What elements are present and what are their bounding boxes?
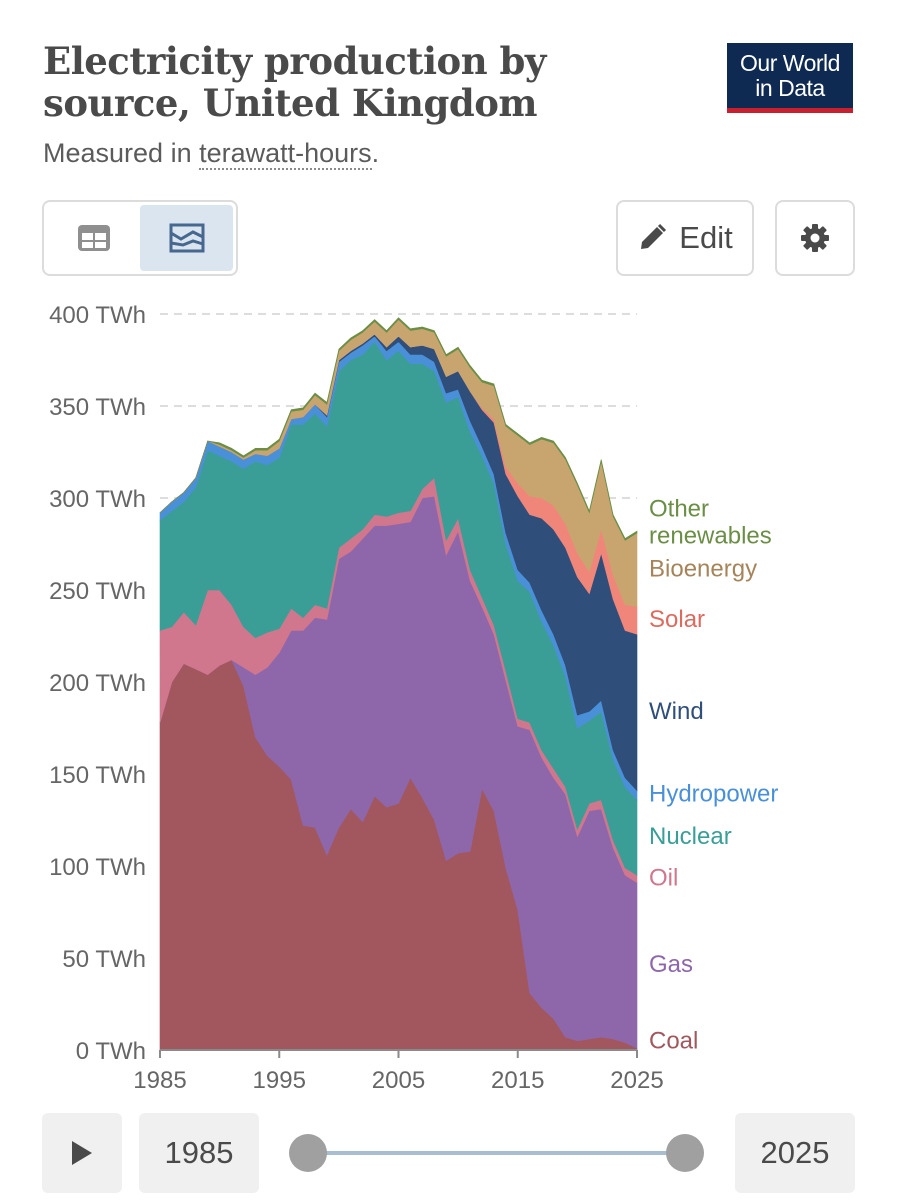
x-axis: 1985 1995 2005 2015 2025 xyxy=(133,1049,664,1094)
series-label-line: renewables xyxy=(649,522,772,549)
x-tick-label: 1995 xyxy=(253,1067,306,1094)
stacked-area-chart: 0 TWh 50 TWh 100 TWh 150 TWh 200 TWh 250 TWh 3… xyxy=(49,302,778,1094)
y-axis: 0 TWh 50 TWh 100 TWh 150 TWh 200 TWh 250 TWh 3… xyxy=(49,302,146,1065)
area-series xyxy=(159,317,638,1051)
view-toggle xyxy=(42,200,238,276)
series-label-bioenergy: Bioenergy xyxy=(649,555,757,582)
table-view-button[interactable] xyxy=(47,205,140,271)
y-tick-label: 350 TWh xyxy=(49,394,146,421)
y-tick-label: 0 TWh xyxy=(76,1038,146,1065)
logo-line-2: in Data xyxy=(755,74,825,101)
y-tick-label: 150 TWh xyxy=(49,762,146,789)
y-tick-label: 300 TWh xyxy=(49,486,146,513)
play-icon xyxy=(72,1141,92,1165)
end-year-label[interactable]: 2025 xyxy=(735,1113,855,1193)
edit-label: Edit xyxy=(679,220,733,255)
series-label-line: Other xyxy=(649,495,709,522)
y-tick-label: 50 TWh xyxy=(62,946,146,973)
table-icon xyxy=(77,225,110,251)
chart-icon xyxy=(169,223,204,253)
owid-logo[interactable]: Our World in Data xyxy=(727,43,853,113)
timeline-start-handle[interactable] xyxy=(289,1134,327,1172)
chart-subtitle: Measured in terawatt-hours. xyxy=(43,138,380,170)
series-label-other-renewables: Other renewables xyxy=(649,495,772,549)
settings-button[interactable] xyxy=(775,200,855,276)
gear-icon xyxy=(801,224,829,252)
series-label-oil: Oil xyxy=(649,864,678,891)
timeline-track[interactable] xyxy=(308,1151,686,1155)
series-label-coal: Coal xyxy=(649,1028,698,1055)
series-label-hydropower: Hydropower xyxy=(649,781,778,808)
timeline-end-handle[interactable] xyxy=(666,1134,704,1172)
y-tick-label: 250 TWh xyxy=(49,578,146,605)
pencil-icon xyxy=(641,223,667,249)
x-tick-label: 1985 xyxy=(133,1067,186,1094)
series-label-wind: Wind xyxy=(649,698,704,725)
series-label-gas: Gas xyxy=(649,951,693,978)
x-tick-label: 2015 xyxy=(491,1067,544,1094)
y-tick-label: 200 TWh xyxy=(49,670,146,697)
chart-view-button[interactable] xyxy=(140,205,233,271)
x-tick-label: 2025 xyxy=(610,1067,663,1094)
y-tick-label: 400 TWh xyxy=(49,302,146,329)
unit-link[interactable]: terawatt-hours xyxy=(199,138,372,170)
series-label-nuclear: Nuclear xyxy=(649,823,732,850)
logo-line-1: Our World xyxy=(740,49,840,76)
start-year-label[interactable]: 1985 xyxy=(139,1113,259,1193)
x-tick-label: 2005 xyxy=(372,1067,425,1094)
edit-button[interactable]: Edit xyxy=(616,200,754,276)
play-button[interactable] xyxy=(42,1113,122,1193)
series-labels: Coal Gas Oil Nuclear Hydropower Wind Solar Bioe… xyxy=(649,495,778,1054)
subtitle-suffix: . xyxy=(371,138,380,168)
subtitle-prefix: Measured in xyxy=(43,138,200,168)
series-label-solar: Solar xyxy=(649,606,705,633)
area-other-renewables[interactable] xyxy=(159,317,638,541)
y-tick-label: 100 TWh xyxy=(49,854,146,881)
chart-title: Electricity production by source, United… xyxy=(43,39,546,125)
